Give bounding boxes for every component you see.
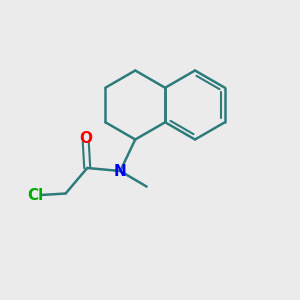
Text: Cl: Cl — [28, 188, 44, 202]
Text: O: O — [79, 131, 92, 146]
Text: N: N — [114, 164, 127, 178]
